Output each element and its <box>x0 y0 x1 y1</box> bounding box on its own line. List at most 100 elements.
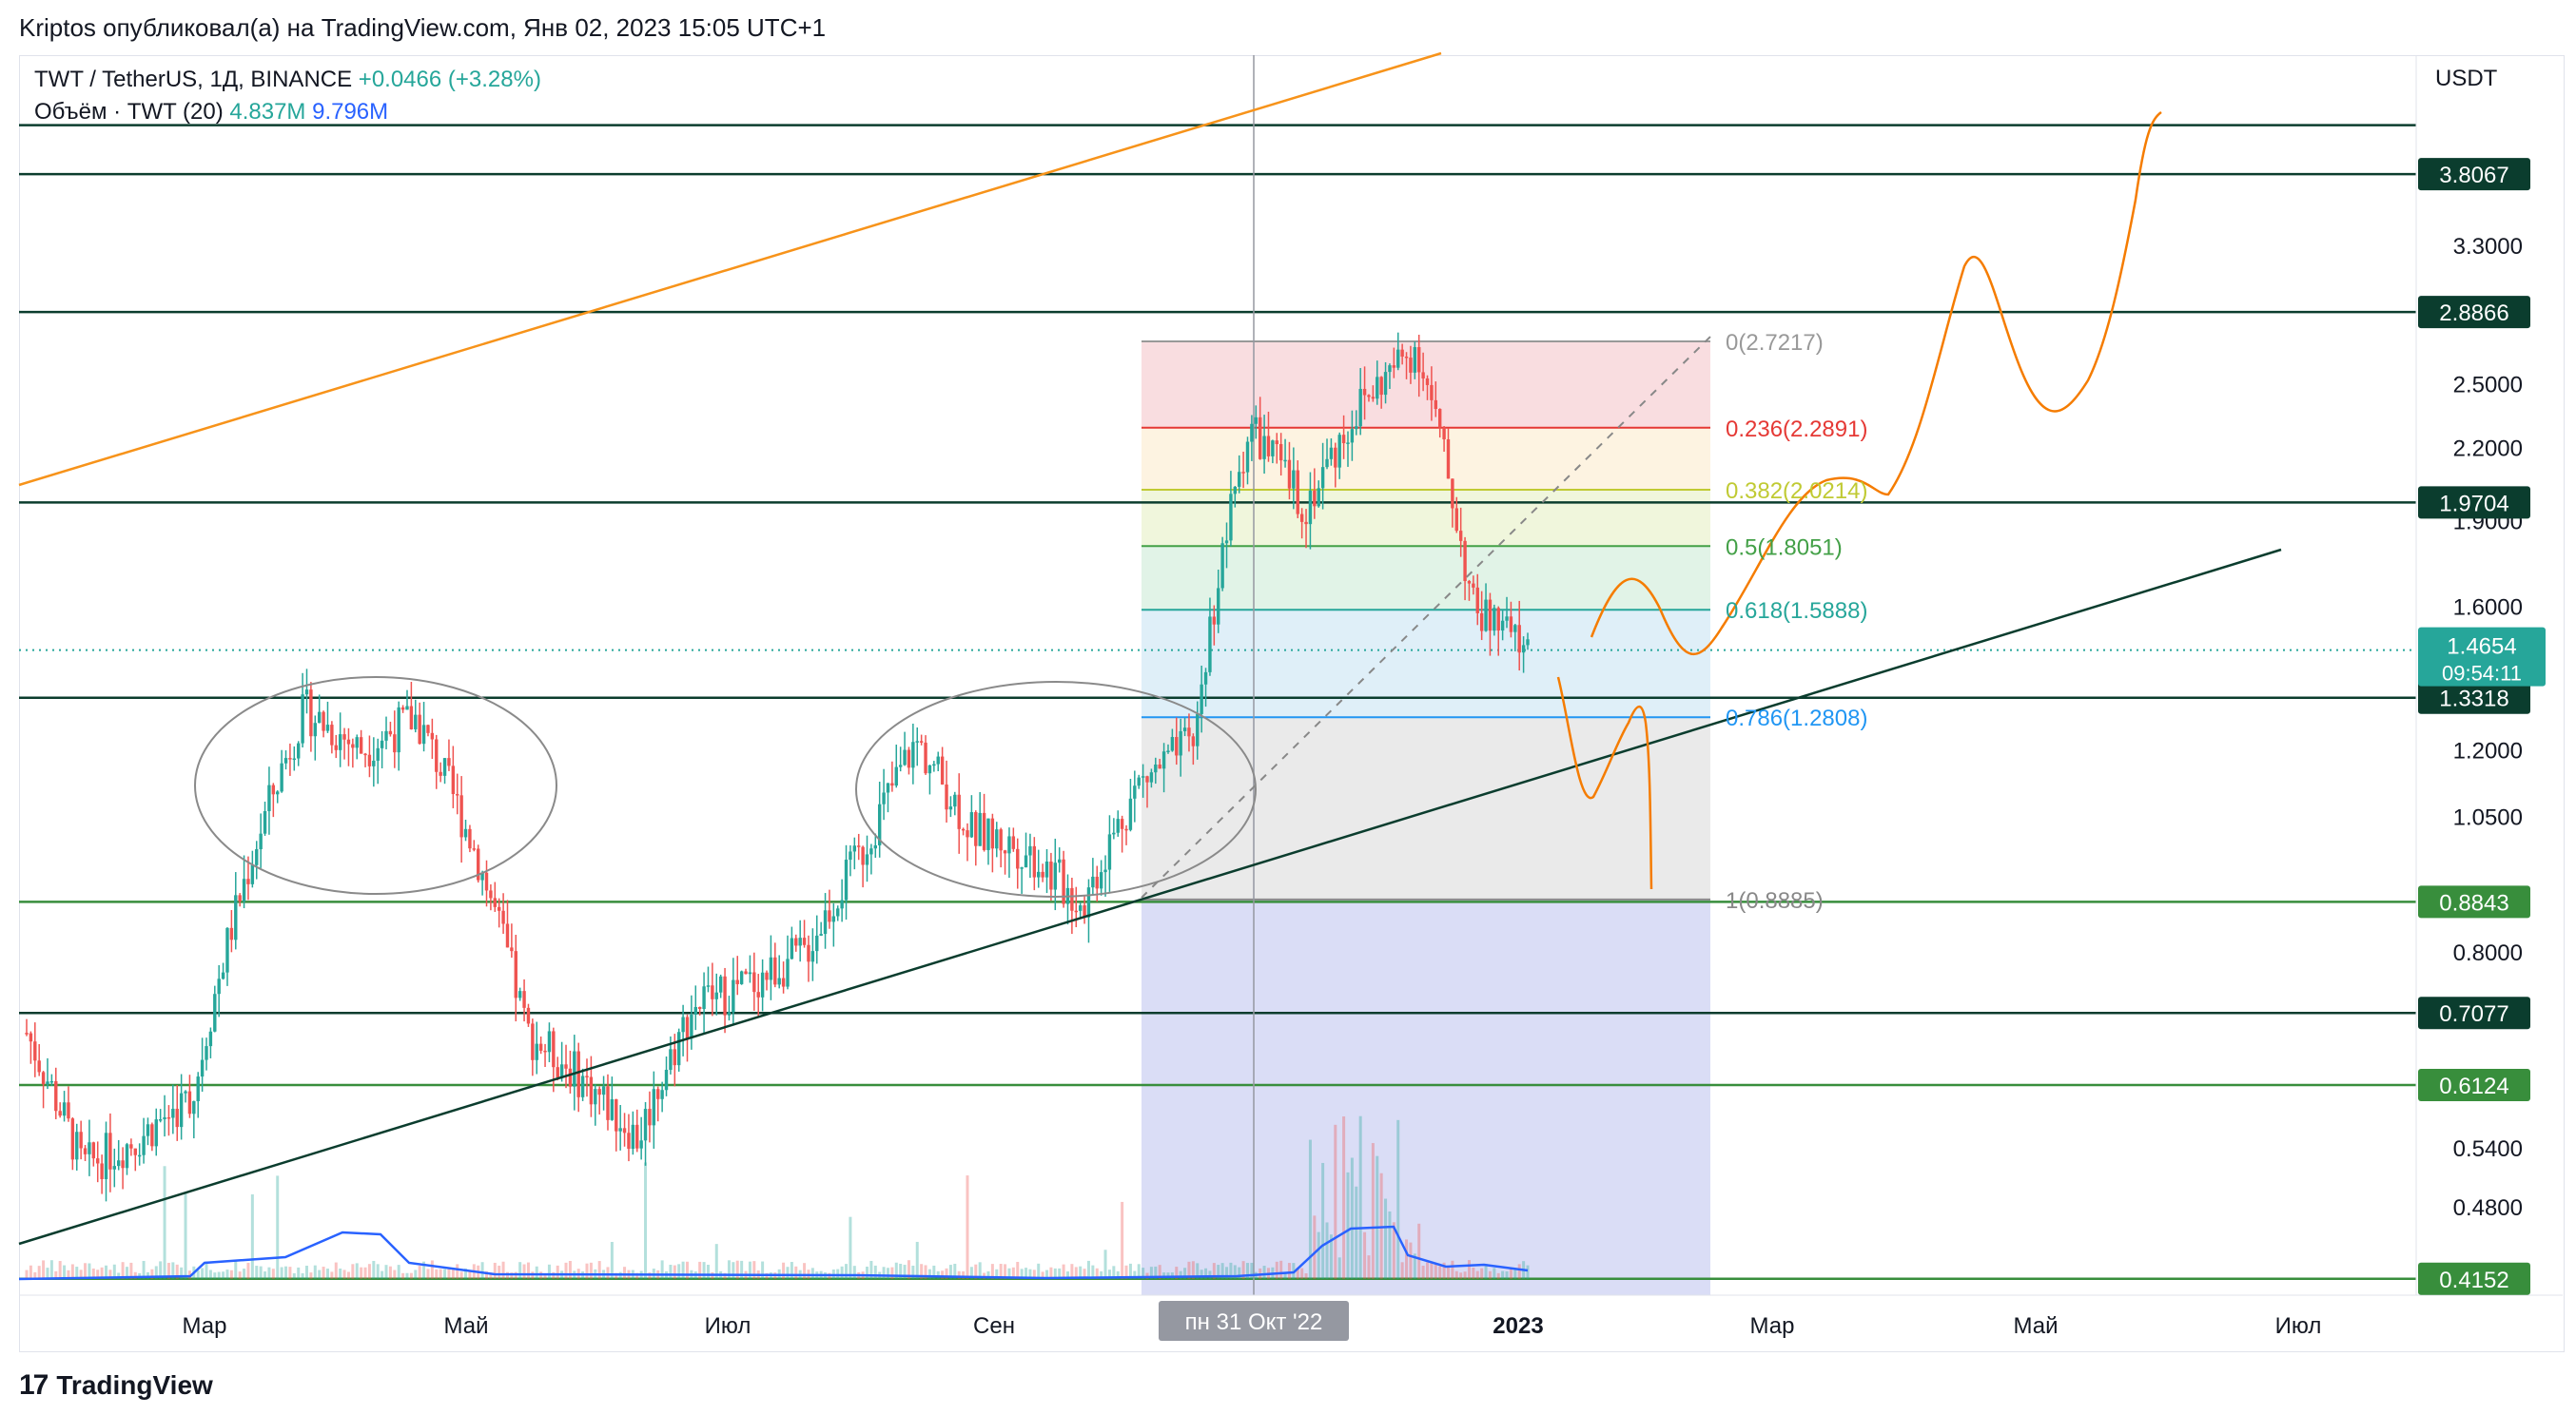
candle-body <box>37 1060 41 1073</box>
candle-body <box>150 1124 154 1147</box>
candle-body <box>1278 444 1283 461</box>
volume-bar <box>924 1265 927 1279</box>
volume-bar <box>418 1266 421 1279</box>
volume-bar <box>526 1262 530 1279</box>
volume-bar <box>313 1265 317 1279</box>
tradingview-brand[interactable]: TradingView <box>56 1370 213 1400</box>
volume-bar <box>568 1260 572 1279</box>
candle-body <box>903 749 907 766</box>
volume-bar <box>146 1271 149 1279</box>
tradingview-footer: 17 TradingView <box>19 1369 213 1402</box>
candle-body <box>288 758 292 760</box>
candle-body <box>752 972 756 993</box>
candle-body <box>112 1166 117 1170</box>
fib-level-label: 0.382(2.0214) <box>1726 478 1867 504</box>
candle-body <box>79 1132 83 1149</box>
candle-body <box>610 1098 615 1120</box>
y-tick-label: 2.5000 <box>2453 373 2523 398</box>
volume-bar <box>1058 1268 1062 1279</box>
volume-bar <box>1245 1263 1249 1279</box>
candle-body <box>882 792 886 804</box>
volume-bar <box>1388 1211 1392 1279</box>
volume-bar <box>635 1272 639 1279</box>
x-tick-label: Май <box>2013 1313 2058 1339</box>
volume-bar <box>1103 1250 1107 1279</box>
volume-bar <box>589 1262 593 1279</box>
candle-body <box>990 818 995 849</box>
volume-bar <box>966 1175 969 1279</box>
candle-body <box>819 934 823 936</box>
y-tick-label: 1.2000 <box>2453 738 2523 764</box>
candle-body <box>283 758 288 764</box>
volume-bar <box>852 1266 856 1279</box>
candle-body <box>317 711 322 724</box>
candle-body <box>706 985 711 987</box>
legend-volume-ma: 9.796M <box>312 99 389 125</box>
candle-body <box>338 734 342 750</box>
volume-bar <box>284 1266 288 1279</box>
candle-body <box>1078 905 1083 911</box>
volume-bar <box>685 1261 689 1279</box>
candle-body <box>1233 486 1238 494</box>
volume-bar <box>292 1272 296 1279</box>
candle-body <box>924 742 927 774</box>
volume-bar <box>1488 1270 1492 1279</box>
candle-body <box>1099 872 1103 889</box>
candle-body <box>372 760 376 766</box>
volume-bar <box>644 1162 648 1279</box>
volume-bar <box>702 1262 706 1279</box>
volume-bar <box>464 1268 468 1279</box>
volume-bar <box>597 1261 601 1279</box>
candle-body <box>117 1160 121 1167</box>
legend-volume-label[interactable]: Объём · TWT (20) <box>34 99 224 125</box>
candle-body <box>1250 423 1254 442</box>
volume-bar <box>915 1241 919 1279</box>
candle-body <box>242 879 246 901</box>
candle-body <box>1404 356 1409 359</box>
candle-body <box>459 795 463 838</box>
volume-bar <box>1183 1268 1187 1279</box>
volume-bar <box>325 1269 329 1279</box>
volume-bar <box>393 1270 397 1279</box>
volume-bar <box>154 1266 158 1279</box>
candle-body <box>510 947 514 952</box>
candle-body <box>129 1144 133 1149</box>
candle-body <box>263 810 267 834</box>
volume-bar <box>1459 1272 1463 1279</box>
legend-symbol[interactable]: TWT / TetherUS, 1Д, BINANCE <box>34 67 353 92</box>
volume-bar <box>267 1267 271 1279</box>
volume-bar <box>25 1270 29 1279</box>
candle-body <box>564 1064 568 1069</box>
volume-bar <box>355 1263 359 1279</box>
volume-bar <box>1496 1272 1500 1279</box>
candle-body <box>844 860 849 901</box>
crosshair-date-box <box>1159 1301 1349 1341</box>
volume-bar <box>1004 1264 1007 1279</box>
candle-body <box>380 740 384 748</box>
candle-body <box>125 1144 129 1169</box>
level-price-label: 1.3318 <box>2439 687 2508 712</box>
volume-bar <box>1342 1116 1346 1279</box>
upper-trendline <box>18 51 1442 487</box>
candle-body <box>957 794 961 829</box>
volume-bar <box>49 1260 53 1279</box>
volume-bar <box>96 1270 100 1279</box>
price-chart[interactable]: 0(2.7217) 0.236(2.2891) 0.382(2.0214) 0.5(1… <box>0 0 2576 1360</box>
volume-bar <box>367 1264 371 1279</box>
volume-bar <box>1204 1268 1208 1279</box>
volume-bar <box>1229 1262 1233 1279</box>
volume-bar <box>100 1267 104 1279</box>
candle-body <box>489 890 493 899</box>
candle-body <box>531 1023 535 1060</box>
candle-body <box>208 1031 213 1047</box>
candle-body <box>1116 819 1120 833</box>
volume-bar <box>1517 1264 1521 1279</box>
candle-body <box>409 706 414 729</box>
candle-body <box>886 783 890 793</box>
volume-bar <box>1513 1269 1517 1279</box>
candle-body <box>702 986 706 1010</box>
candle-body <box>1500 620 1505 631</box>
candle-body <box>439 771 442 776</box>
volume-bar <box>184 1192 187 1279</box>
volume-bar <box>1037 1263 1041 1279</box>
